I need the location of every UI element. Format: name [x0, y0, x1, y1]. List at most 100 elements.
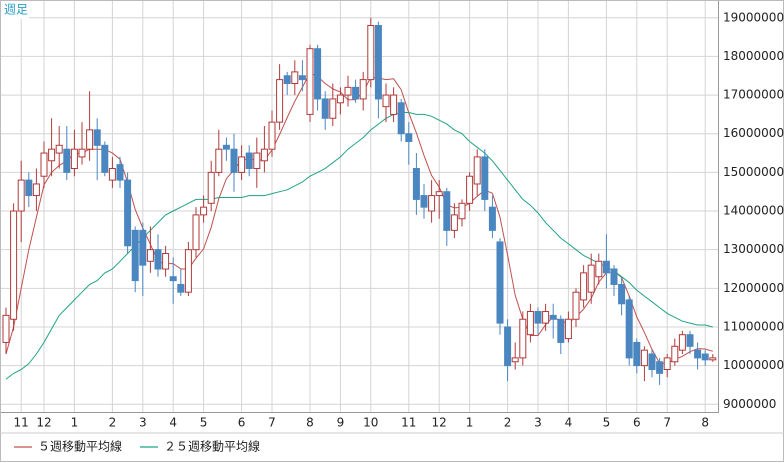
candle-body: [78, 148, 86, 158]
candle-body: [595, 260, 603, 278]
x-tick-label: 10: [363, 416, 378, 430]
candle-body: [146, 249, 154, 262]
candle-body: [382, 94, 390, 108]
y-tick-label: 13000000: [723, 242, 784, 256]
candle-body: [648, 353, 656, 370]
y-tick-label: 11000000: [723, 319, 784, 333]
candle-body: [656, 361, 664, 374]
candle-body: [48, 148, 56, 162]
candle-body: [291, 71, 299, 84]
candle-body: [124, 179, 132, 247]
candle-body: [663, 357, 671, 370]
candle-body: [101, 144, 109, 173]
candle-body: [435, 191, 443, 197]
candle-body: [86, 129, 94, 150]
candle-body: [344, 86, 352, 96]
candle-body: [519, 318, 527, 359]
legend-label: ５週移動平均線: [38, 439, 122, 454]
candle-body: [276, 79, 284, 123]
candle-body: [390, 94, 398, 115]
x-tick-label: 6: [238, 416, 246, 430]
x-tick-label: 8: [701, 416, 709, 430]
candle-body: [587, 264, 595, 293]
x-tick-label: 11: [14, 416, 29, 430]
candle-body: [70, 148, 78, 170]
candle-body: [374, 25, 382, 100]
candle-body: [131, 229, 139, 282]
candle-body: [625, 299, 633, 359]
candle-body: [10, 210, 18, 320]
candle-body: [473, 156, 481, 185]
candle-body: [162, 253, 170, 270]
candle-body: [268, 121, 276, 150]
moving-average-line: [5, 72, 713, 364]
candle-body: [40, 152, 48, 177]
candle-body: [564, 318, 572, 340]
candle-body: [306, 48, 314, 115]
candle-body: [192, 214, 200, 251]
candle-body: [686, 334, 694, 347]
x-tick-label: 3: [534, 416, 542, 430]
candle-body: [329, 98, 337, 119]
candle-body: [694, 349, 702, 359]
x-tick-label: 8: [306, 416, 314, 430]
plot-area: [0, 0, 718, 412]
x-tick-label: 6: [633, 416, 641, 430]
x-tick-label: 4: [169, 416, 177, 430]
y-tick-label: 10000000: [723, 358, 784, 372]
x-tick-label: 12: [432, 416, 447, 430]
candle-body: [283, 75, 291, 84]
candle-body: [245, 152, 253, 170]
candle-body: [542, 311, 550, 324]
candle-body: [298, 75, 306, 81]
candle-body: [207, 171, 215, 204]
y-tick-label: 18000000: [723, 49, 784, 63]
candle-body: [526, 311, 534, 336]
x-tick-label: 1: [71, 416, 79, 430]
legend-label: ２５週移動平均線: [164, 439, 260, 454]
candle-body: [640, 349, 648, 367]
candle-body: [618, 283, 626, 305]
candle-body: [671, 345, 679, 363]
candle-body: [428, 195, 436, 212]
candle-body: [93, 129, 101, 146]
candle-body: [572, 291, 580, 320]
x-tick-label: 11: [401, 416, 416, 430]
candle-body: [32, 183, 40, 197]
candle-body: [260, 148, 268, 162]
x-tick-label: 3: [139, 416, 147, 430]
candle-body: [610, 268, 618, 285]
candle-body: [481, 156, 489, 200]
candle-body: [222, 144, 230, 150]
candle-body: [367, 25, 375, 81]
candle-body: [701, 353, 709, 361]
candle-body: [177, 283, 185, 293]
y-tick-label: 15000000: [723, 165, 784, 179]
badge: 週足: [4, 3, 28, 17]
x-tick-label: 7: [268, 416, 276, 430]
candle-body: [184, 249, 192, 293]
candle-body: [397, 102, 405, 135]
candle-body: [63, 148, 71, 173]
candle-body: [557, 318, 565, 343]
candle-body: [602, 260, 610, 274]
x-tick-label: 9: [337, 416, 345, 430]
candle-body: [321, 98, 329, 119]
x-tick-label: 2: [109, 416, 117, 430]
x-tick-label: 12: [36, 416, 51, 430]
candle-body: [709, 357, 717, 361]
x-tick-label: 1: [466, 416, 474, 430]
candle-body: [633, 341, 641, 367]
candle-body: [108, 168, 116, 181]
candle-body: [116, 164, 124, 181]
x-tick-label: 5: [603, 416, 611, 430]
candle-body: [488, 206, 496, 231]
candle-body: [359, 79, 367, 100]
candle-body: [336, 94, 344, 104]
candle-body: [352, 86, 360, 100]
y-tick-label: 9000000: [723, 397, 776, 411]
candle-body: [2, 314, 10, 343]
candle-body: [466, 175, 474, 204]
